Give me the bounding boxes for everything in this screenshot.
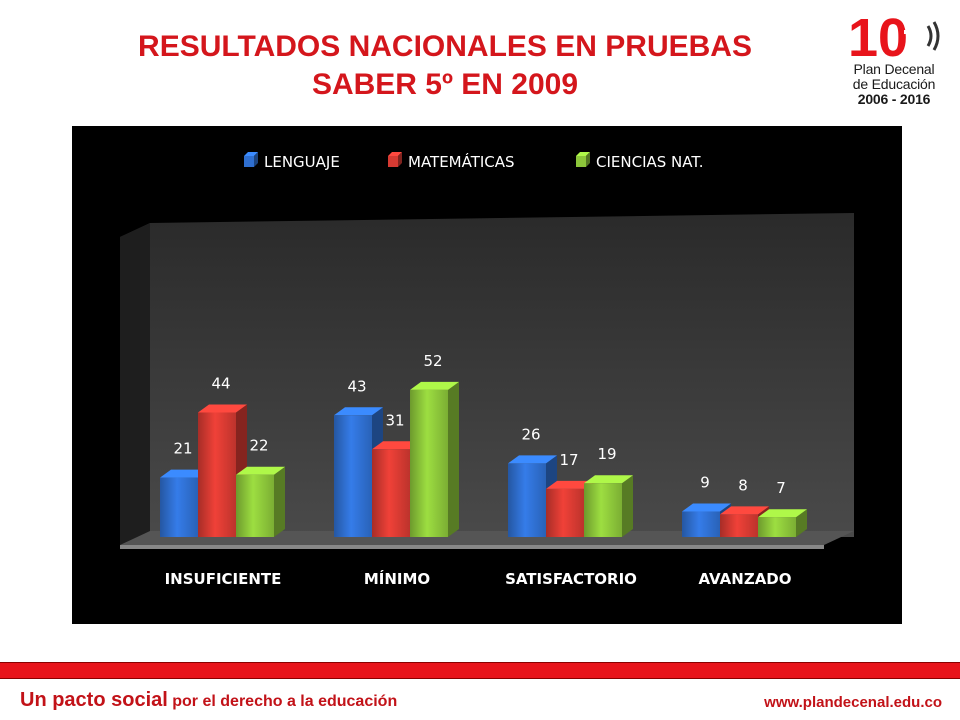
legend-swatch-side-0	[254, 152, 258, 167]
logo-eye-left	[894, 30, 898, 34]
bar-3-0	[682, 511, 720, 537]
logo-sound-wave-2	[932, 21, 940, 51]
legend-swatch-top-0	[244, 152, 258, 156]
bar-1-0	[334, 415, 372, 537]
category-label-1: MÍNIMO	[364, 569, 430, 588]
footer-red-bar	[0, 662, 960, 679]
chart-side-wall	[120, 223, 150, 545]
page-title: RESULTADOS NACIONALES EN PRUEBAS SABER 5…	[40, 28, 850, 104]
logo-text-line-1: Plan Decenal	[853, 61, 935, 77]
bar-1-2	[410, 389, 448, 537]
bar-top-2-1	[546, 480, 595, 489]
legend-label-0: LENGUAJE	[264, 153, 340, 171]
chart-floor-edge	[120, 545, 824, 549]
bar-top-0-1	[198, 404, 247, 413]
chart-floor	[120, 531, 854, 545]
logo-graphic: 10	[848, 10, 940, 62]
bar-value-label-3-2: 7	[776, 479, 786, 497]
bar-top-3-1	[720, 506, 769, 515]
bar-3-1	[720, 514, 758, 537]
bar-value-label-3-0: 9	[700, 474, 710, 492]
bar-side-3-2	[796, 509, 807, 537]
logo-text-years: 2006 - 2016	[857, 91, 931, 107]
legend-swatch-2	[576, 156, 586, 167]
bar-2-1	[546, 488, 584, 537]
footer-slogan-main: Un pacto social	[20, 689, 168, 711]
bar-value-label-2-1: 17	[559, 451, 578, 469]
logo-text: Plan Decenal de Educación 2006 - 2016	[838, 62, 950, 107]
logo-number: 10	[848, 10, 908, 62]
bar-top-3-2	[758, 509, 807, 518]
bar-top-1-1	[372, 441, 421, 450]
plan-decenal-logo: 10 Plan Decenal de Educación 2006 - 2016	[838, 10, 950, 120]
legend-swatch-side-2	[586, 152, 590, 167]
bar-1-1	[372, 449, 410, 537]
bar-2-2	[584, 483, 622, 537]
chart-panel: 21 44 22 INSUFICIENTE 43 31 52 MÍNIMO 26 17 19 SATI…	[72, 126, 902, 624]
bar-value-label-1-2: 52	[423, 352, 442, 370]
bar-side-0-2	[274, 466, 285, 537]
logo-eye-right	[904, 30, 908, 34]
bar-value-label-0-2: 22	[249, 437, 268, 455]
bar-0-0	[160, 477, 198, 537]
bar-value-label-0-1: 44	[211, 374, 230, 392]
bar-chart: 21 44 22 INSUFICIENTE 43 31 52 MÍNIMO 26 17 19 SATI…	[120, 152, 854, 588]
category-label-0: INSUFICIENTE	[165, 570, 282, 588]
bar-3-2	[758, 517, 796, 537]
bar-top-1-2	[410, 381, 459, 390]
page-title-line-1: RESULTADOS NACIONALES EN PRUEBAS	[138, 30, 752, 63]
bar-top-3-0	[682, 503, 731, 512]
footer-slogan-rest: por el derecho a la educación	[167, 693, 398, 710]
bar-top-0-2	[236, 466, 285, 475]
bar-0-1	[198, 412, 236, 537]
bar-top-0-0	[160, 469, 209, 478]
bar-2-0	[508, 463, 546, 537]
category-label-2: SATISFACTORIO	[505, 570, 637, 588]
footer-url[interactable]: www.plandecenal.edu.co	[764, 694, 942, 711]
legend-label-2: CIENCIAS NAT.	[596, 153, 704, 171]
bar-value-label-3-1: 8	[738, 476, 748, 494]
bar-top-2-0	[508, 455, 557, 464]
legend-label-1: MATEMÁTICAS	[408, 152, 515, 171]
category-label-3: AVANZADO	[698, 570, 791, 588]
bar-value-label-2-0: 26	[521, 425, 540, 443]
bar-value-label-0-0: 21	[173, 440, 192, 458]
legend-swatch-0	[244, 156, 254, 167]
chart-back-wall	[120, 213, 854, 537]
legend-swatch-1	[388, 156, 398, 167]
footer-slogan: Un pacto social por el derecho a la educ…	[20, 689, 397, 712]
bar-value-label-1-1: 31	[385, 411, 404, 429]
bar-0-2	[236, 474, 274, 537]
bar-side-1-2	[448, 381, 459, 537]
logo-text-line-2: de Educación	[852, 76, 936, 92]
legend-swatch-side-1	[398, 152, 402, 167]
bar-top-2-2	[584, 475, 633, 484]
page-title-line-2: SABER 5º EN 2009	[311, 68, 579, 101]
bar-value-label-1-0: 43	[347, 377, 366, 395]
bar-side-2-2	[622, 475, 633, 537]
logo-sound-wave-1	[926, 25, 933, 47]
legend-swatch-top-1	[388, 152, 402, 156]
legend-swatch-top-2	[576, 152, 590, 156]
bar-value-label-2-2: 19	[597, 445, 616, 463]
bar-top-1-0	[334, 407, 383, 416]
